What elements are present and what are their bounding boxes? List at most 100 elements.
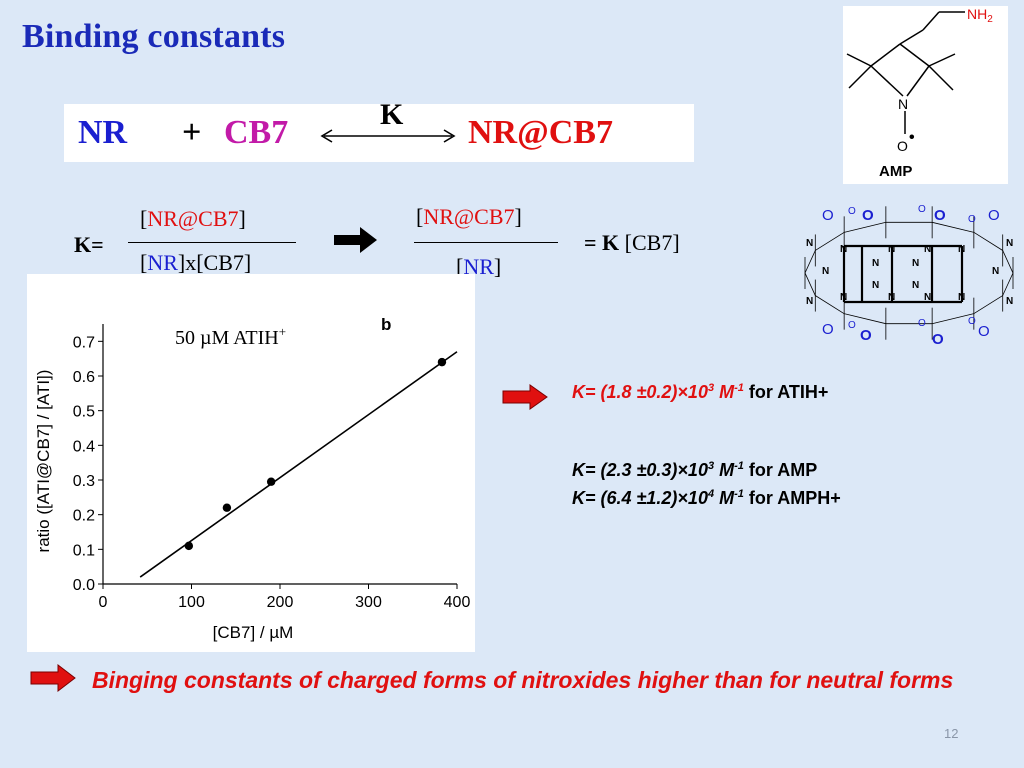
cb7-n-atom: N [1006, 296, 1013, 307]
cb7-bond [815, 231, 845, 251]
cb7-n-atom: N [822, 266, 829, 277]
cb7-bond [804, 250, 816, 274]
right-arrow-icon [334, 227, 377, 253]
result-amp-target: for AMP [748, 460, 818, 480]
x-tick-label: 200 [267, 594, 294, 611]
equation-plus: + [182, 114, 202, 151]
cb7-o-atom: O [822, 207, 834, 224]
cb7-n-atom: N [872, 280, 879, 291]
y-tick-label: 0.5 [73, 404, 95, 421]
result-k: = K [584, 230, 620, 255]
result-atih: K= (1.8 ±0.2)×103 M-1 for ATIH+ [572, 382, 829, 402]
y-tick-label: 0.2 [73, 508, 95, 525]
y-tick-label: 0.1 [73, 542, 95, 559]
fraction1-denominator-cb7: x[CB7] [185, 250, 252, 275]
amp-structure-icon: N NH2 O • AMP [846, 6, 993, 180]
cb7-n-atom: N [806, 238, 813, 249]
cb7-o-atom: O [968, 316, 976, 327]
cb7-o-atom: O [978, 323, 990, 340]
cb7-n-atom: N [924, 244, 931, 255]
slide-title: Binding constants [22, 18, 286, 55]
red-arrow-icon [30, 664, 76, 692]
cb7-n-atom: N [872, 258, 879, 269]
fraction2-numerator: [NR@CB7] [416, 204, 522, 229]
result-cb7: [CB7] [624, 230, 680, 255]
fraction1-denominator: [NR]x[CB7] [140, 250, 252, 275]
cb7-n-atom: N [992, 266, 999, 277]
amp-structure-panel [843, 6, 1008, 184]
cb7-bond [1002, 272, 1014, 296]
k-label: K= [74, 232, 104, 257]
equilibrium-arrow-icon [320, 129, 456, 143]
equation-reactant-cb7: CB7 [224, 114, 289, 151]
cb7-n-atom: N [888, 244, 895, 255]
x-tick-label: 400 [444, 594, 471, 611]
cb7-n-atom: N [840, 292, 847, 303]
cb7-o-atom: O [934, 207, 946, 224]
cb7-o-atom: O [918, 204, 926, 215]
y-tick-label: 0.4 [73, 438, 95, 455]
cb7-n-atom: N [912, 280, 919, 291]
cb7-o-atom: O [848, 320, 856, 331]
data-point [437, 357, 447, 367]
amp-n: N [898, 96, 908, 112]
x-tick-label: 0 [99, 594, 108, 611]
result-amph-target: for AMPH+ [748, 488, 841, 508]
data-point [266, 477, 276, 486]
cb7-n-atom: N [958, 244, 965, 255]
equation-reactant-nr: NR [78, 114, 128, 151]
cb7-bond [973, 295, 1003, 315]
fraction2-result: = K [CB7] [584, 230, 680, 256]
fraction1-bar [128, 242, 296, 243]
y-tick-label: 0.3 [73, 473, 95, 490]
y-tick-label: 0.7 [73, 334, 95, 351]
fraction1-numerator: [NR@CB7] [140, 206, 246, 231]
cb7-bond [931, 313, 974, 325]
y-tick-label: 0.6 [73, 369, 95, 386]
result-amp-value: K= (2.3 ±0.3)×10 [572, 460, 708, 480]
chart-annotation: 50 µM ATIH+ [175, 324, 286, 349]
y-tick-label: 0.0 [73, 577, 95, 594]
result-amph: K= (6.4 ±1.2)×104 M-1 for AMPH+ [572, 488, 841, 508]
cb7-bond [804, 272, 816, 296]
fit-line [139, 351, 458, 578]
cb7-bonds [804, 206, 1014, 340]
cb7-n-atom: N [958, 292, 965, 303]
cb7-bond [973, 232, 1003, 251]
x-axis-label: [CB7] / µM [213, 623, 294, 642]
panel-label: b [381, 315, 391, 334]
cb7-n-atom: N [912, 258, 919, 269]
amp-o: O [897, 138, 908, 154]
cb7-n-atom: N [840, 244, 847, 255]
data-point [222, 503, 232, 512]
amp-radical: • [909, 129, 915, 146]
equation-product: NR@CB7 [468, 114, 613, 151]
cb7-bond [932, 221, 975, 233]
cb7-o-atom: O [988, 207, 1000, 224]
cb7-n-atom: N [888, 292, 895, 303]
equation-box [64, 104, 694, 162]
red-arrow-icon [502, 384, 548, 410]
fraction1-denominator-nr: NR [147, 250, 178, 275]
cb7-n-atom: N [806, 296, 813, 307]
x-tick-label: 100 [178, 594, 205, 611]
conclusion-text: Binging constants of charged forms of ni… [92, 667, 954, 693]
cb7-bond [815, 295, 845, 314]
fraction1-numerator-species: NR@CB7 [147, 206, 239, 231]
data-point [184, 541, 194, 551]
cb7-n-atom: N [1006, 238, 1013, 249]
cb7-bond [843, 313, 886, 325]
x-tick-label: 300 [355, 594, 382, 611]
result-amp: K= (2.3 ±0.3)×103 M-1 for AMP [572, 460, 818, 480]
cb7-front-bonds [842, 244, 964, 304]
fraction2-numerator-species: NR@CB7 [423, 204, 515, 229]
cb7-o-atom: O [862, 207, 874, 224]
result-atih-value: K= (1.8 ±0.2)×10 [572, 382, 708, 402]
page-number: 12 [944, 726, 959, 741]
plot-panel [27, 274, 475, 652]
y-axis-label: ratio ([ATI@CB7] / [ATI]) [34, 370, 53, 553]
fraction2-bar [414, 242, 558, 243]
cb7-o-atom: O [848, 206, 856, 217]
cb7-o-atom: O [860, 327, 872, 344]
